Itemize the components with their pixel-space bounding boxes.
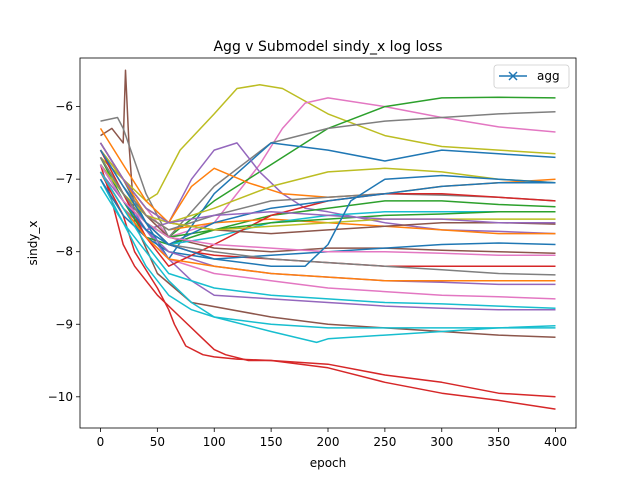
y-tick-label: −8 <box>55 245 73 259</box>
x-axis: 0 50 100 150 200 250 300 350 400 <box>97 428 567 449</box>
series-line-4 <box>99 84 556 202</box>
series-line-30 <box>99 164 556 257</box>
series-line-1 <box>99 164 556 398</box>
x-tick-label: 350 <box>487 435 510 449</box>
series-line-26 <box>99 164 556 246</box>
series-line-21 <box>99 149 556 231</box>
series-line-31 <box>99 157 556 276</box>
y-axis-label: sindy_x <box>26 220 40 265</box>
series-line-2 <box>99 171 556 410</box>
x-tick-label: 50 <box>150 435 165 449</box>
series-line-19 <box>99 178 556 260</box>
x-tick-label: 200 <box>317 435 340 449</box>
legend: agg <box>493 64 570 89</box>
y-tick-label: −9 <box>55 317 73 331</box>
legend-marker-x-icon <box>508 71 518 81</box>
x-axis-label: epoch <box>310 456 347 470</box>
y-axis: −10 −9 −8 −7 −6 <box>48 100 80 404</box>
series-line-34 <box>99 149 556 267</box>
series-line-12 <box>99 186 556 344</box>
x-tick-label: 400 <box>544 435 567 449</box>
chart-title: Agg v Submodel sindy_x log loss <box>213 39 442 55</box>
series-line-7 <box>100 110 556 238</box>
x-tick-label: 150 <box>260 435 283 449</box>
series-line-29 <box>99 171 556 282</box>
series-line-24 <box>99 149 556 267</box>
legend-label-agg: agg <box>537 69 560 83</box>
plot-area <box>99 69 556 410</box>
x-tick-label: 0 <box>97 435 105 449</box>
series-line-11 <box>99 178 556 329</box>
series-line-33 <box>99 142 556 224</box>
x-tick-label: 300 <box>430 435 453 449</box>
x-tick-label: 250 <box>373 435 396 449</box>
series-line-32 <box>99 171 556 310</box>
series-line-20 <box>99 142 556 235</box>
axes-frame <box>79 57 577 429</box>
legend-box <box>493 64 570 89</box>
y-tick-label: −6 <box>55 100 73 114</box>
y-tick-label: −10 <box>48 390 73 404</box>
x-tick-label: 100 <box>203 435 226 449</box>
series-line-17 <box>99 164 556 224</box>
y-tick-label: −7 <box>55 172 73 186</box>
